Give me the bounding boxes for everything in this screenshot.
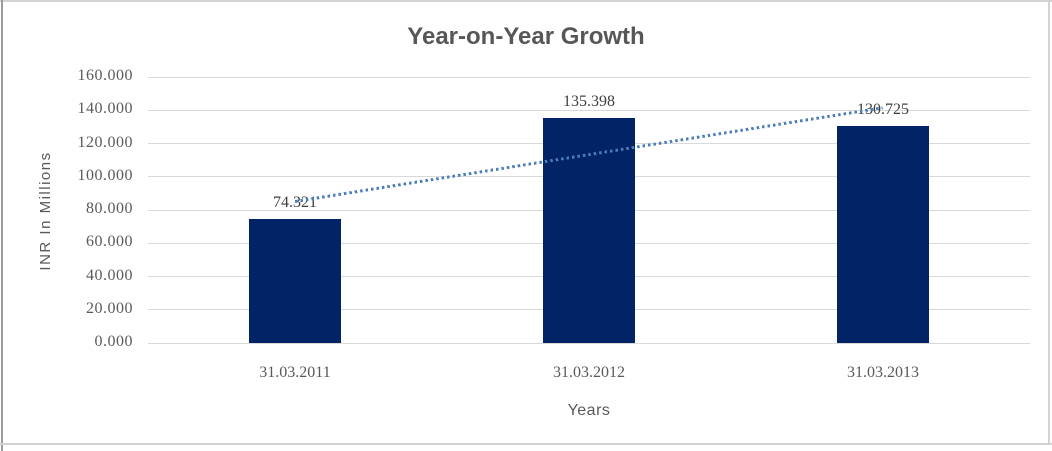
frame-border-top (0, 0, 1052, 2)
x-axis-tick-label: 31.03.2012 (553, 364, 625, 381)
x-axis-tick-label: 31.03.2013 (847, 364, 919, 381)
frame-border-bottom (0, 443, 1052, 445)
y-axis-tick-label: 100.000 (77, 166, 133, 184)
frame-border-left (1, 0, 3, 451)
x-axis-title: Years (567, 402, 611, 419)
bar-31.03.2011 (249, 219, 341, 343)
y-axis-tick-label: 40.000 (86, 266, 133, 284)
y-axis-tick-label: 120.000 (77, 133, 133, 151)
gridline (148, 76, 1030, 78)
y-axis-tick-label: 0.000 (94, 333, 133, 350)
chart-title: Year-on-Year Growth (407, 23, 645, 50)
y-axis-tick-label: 140.000 (77, 100, 133, 118)
bar-31.03.2013 (837, 125, 929, 343)
frame-border-right (1048, 0, 1050, 445)
y-axis-tick-label: 160.000 (77, 67, 133, 84)
y-axis-tick-label: 20.000 (86, 299, 133, 317)
data-label: 135.398 (563, 92, 615, 110)
y-axis-tick-label: 60.000 (86, 233, 133, 251)
bar-31.03.2012 (543, 117, 635, 343)
y-axis-tick-label: 80.000 (86, 200, 133, 217)
gridline (148, 109, 1030, 111)
data-label: 74.321 (273, 194, 317, 212)
x-axis-tick-label: 31.03.2011 (259, 364, 331, 381)
gridline (148, 342, 1030, 344)
